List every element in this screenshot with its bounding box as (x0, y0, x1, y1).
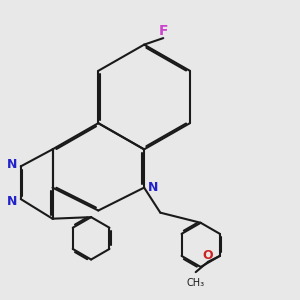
Text: N: N (7, 158, 18, 170)
Text: O: O (203, 249, 213, 262)
Text: N: N (148, 181, 158, 194)
Text: N: N (7, 195, 18, 208)
Text: CH₃: CH₃ (187, 278, 205, 288)
Text: F: F (158, 24, 168, 38)
